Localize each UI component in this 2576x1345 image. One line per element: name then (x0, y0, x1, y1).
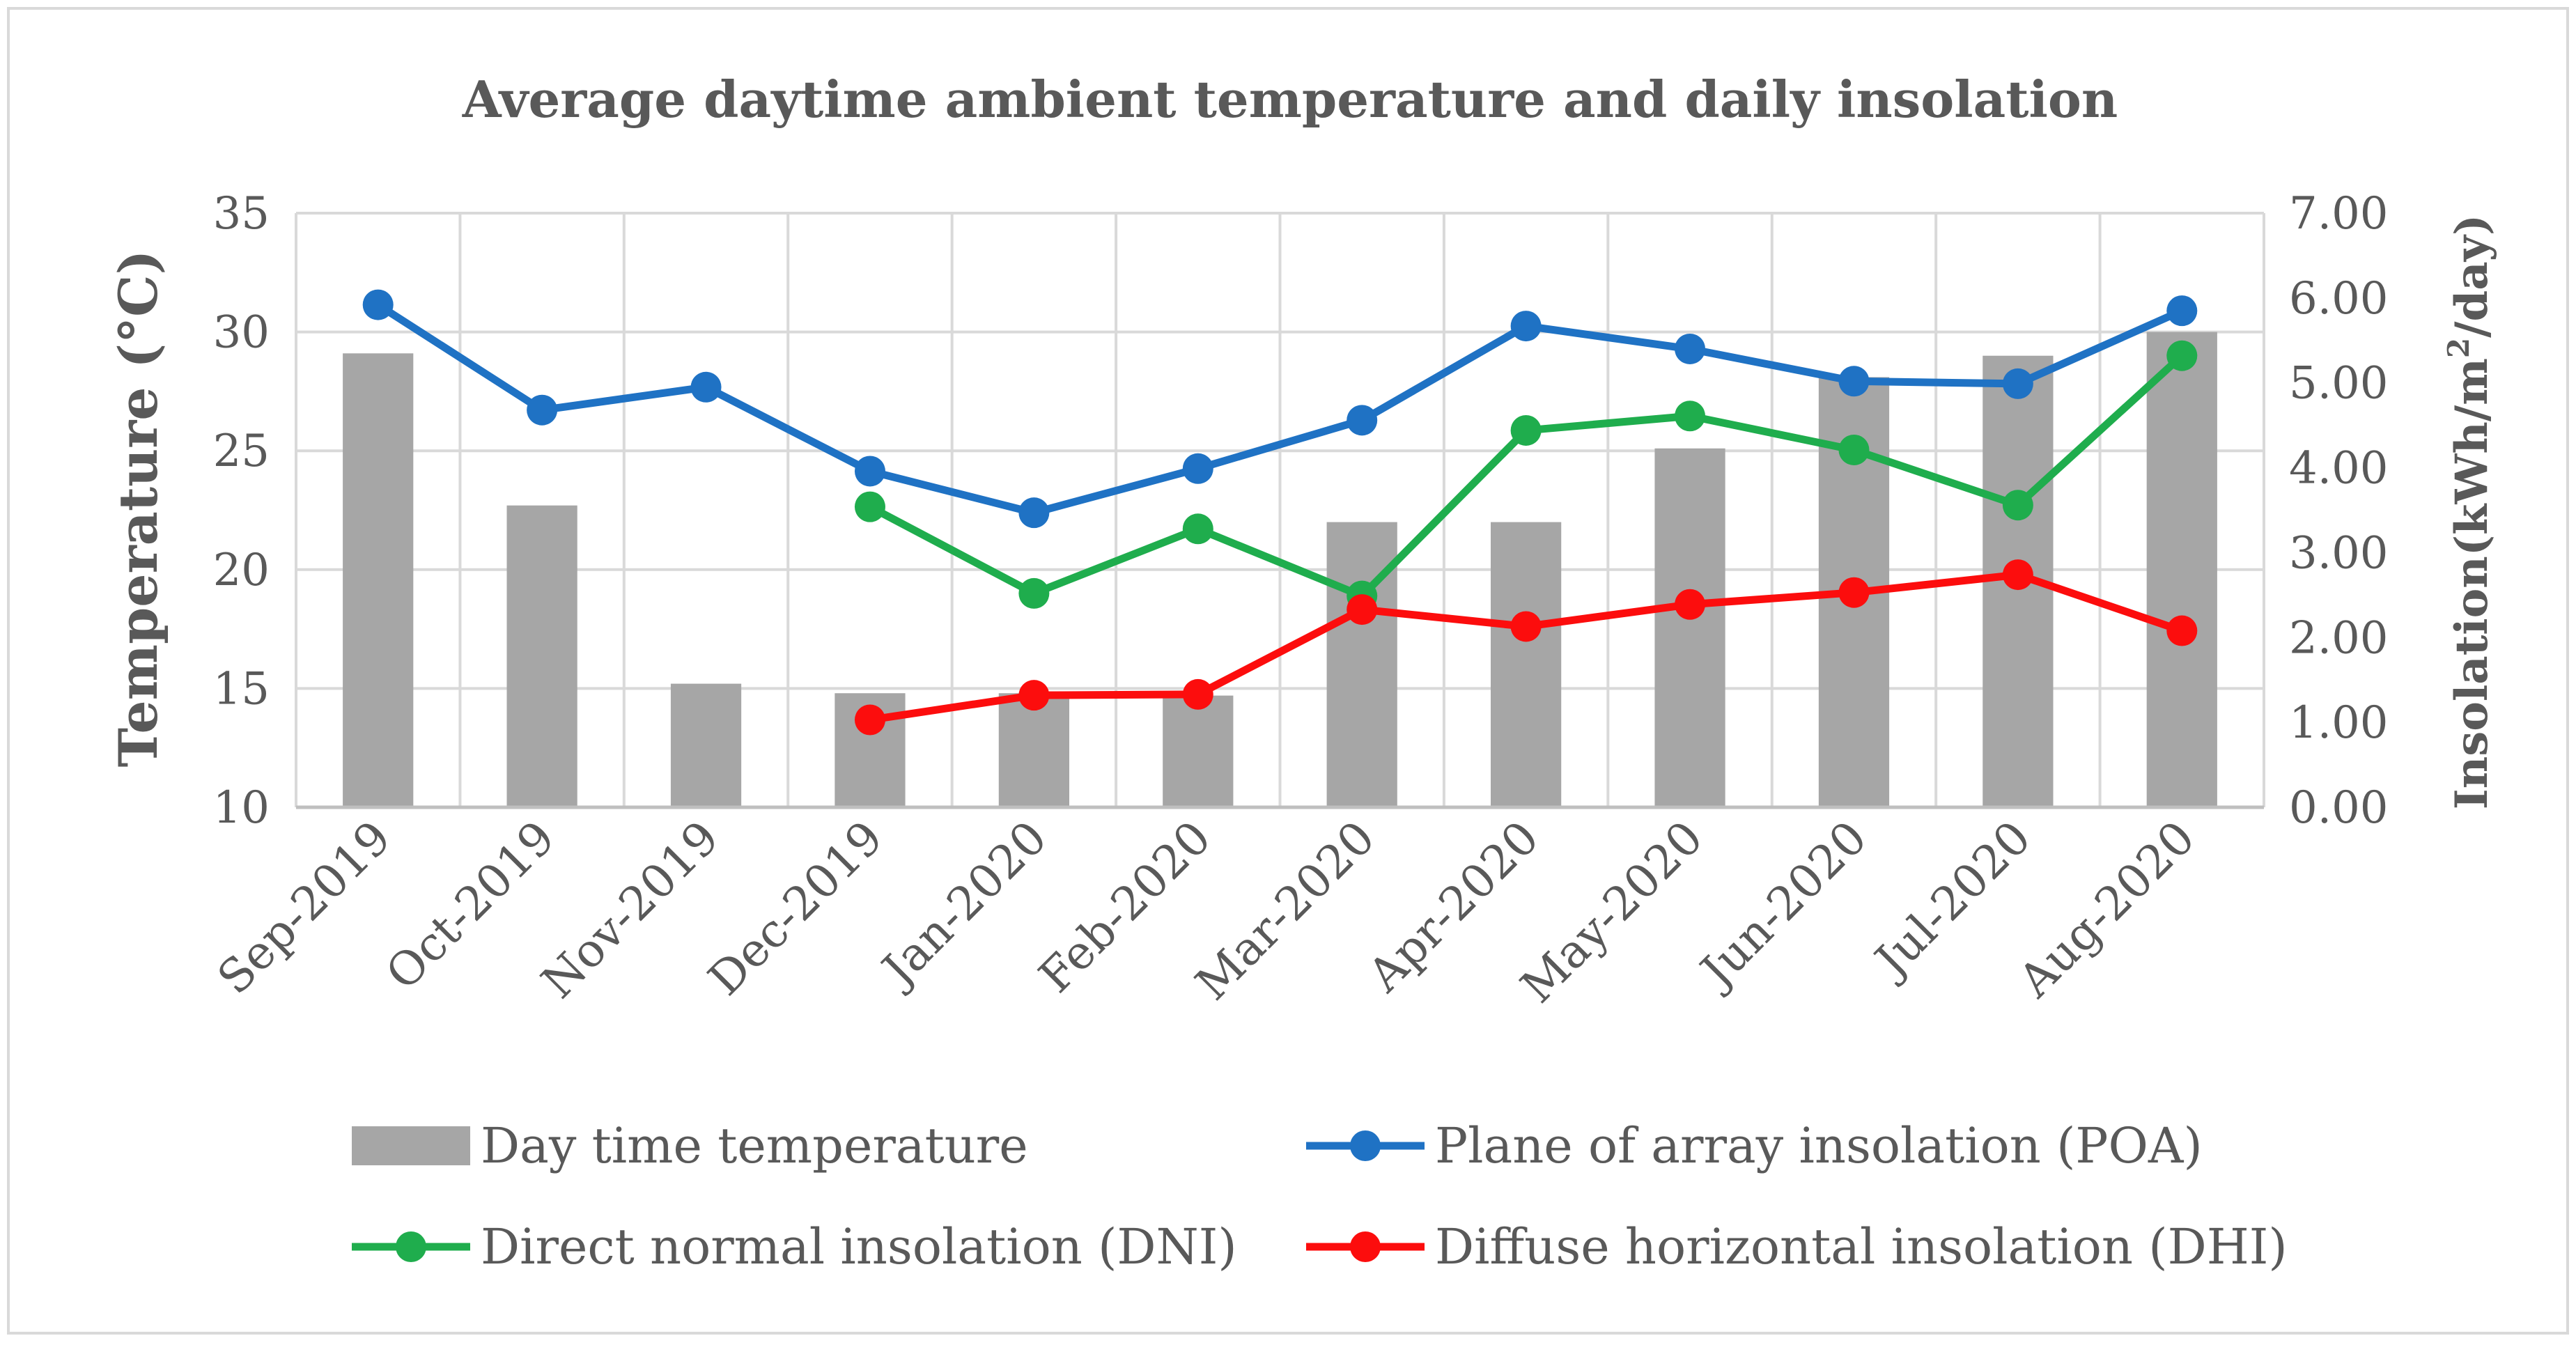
series-point (1510, 414, 1542, 446)
series-point (1182, 678, 1213, 710)
series-point (1347, 594, 1378, 625)
left-axis-title: Temperature (°C) (107, 249, 169, 767)
series-point (1182, 513, 1213, 545)
series-point (2002, 559, 2033, 591)
left-tick-label: 30 (213, 307, 270, 359)
right-axis-title-main: Insolation(kWh/m (2446, 358, 2498, 809)
left-tick-label: 25 (213, 426, 270, 477)
series-point (1018, 577, 1050, 609)
legend-label: Direct normal insolation (DNI) (481, 1218, 1237, 1275)
series-point (1838, 434, 1870, 465)
right-tick-label: 5.00 (2289, 358, 2389, 410)
temperature-bar (998, 693, 1069, 807)
series-point (2002, 368, 2033, 399)
temperature-bar (506, 505, 577, 807)
chart-title: Average daytime ambient temperature and … (462, 70, 2118, 129)
temperature-bar (343, 353, 414, 808)
legend-label: Plane of array insolation (POA) (1435, 1117, 2203, 1174)
right-tick-label: 2.00 (2289, 612, 2389, 664)
series-line (375, 301, 2184, 517)
line-series (362, 289, 2198, 736)
right-axis-title-sup: 2 (2442, 338, 2476, 358)
right-tick-label: 0.00 (2289, 782, 2389, 834)
series-point (1510, 611, 1542, 642)
temperature-bar (2146, 332, 2217, 808)
right-tick-label: 6.00 (2289, 273, 2389, 325)
series-point (362, 289, 394, 320)
series-point (527, 394, 558, 426)
series-point (2166, 295, 2198, 327)
series-point (1347, 405, 1378, 436)
series-point (1675, 589, 1706, 620)
series-point (690, 371, 722, 403)
legend-swatch (352, 1126, 470, 1165)
right-tick-label: 1.00 (2289, 697, 2389, 749)
series-point (2002, 490, 2033, 521)
chart-frame (7, 7, 2569, 1335)
series-point (854, 456, 885, 487)
series-point (1675, 333, 1706, 364)
left-tick-label: 35 (213, 188, 270, 240)
series-point (1838, 366, 1870, 397)
legend-swatch-marker (396, 1231, 426, 1262)
series-point (1182, 453, 1213, 484)
right-axis-title: Insolation(kWh/m2/day) (2442, 215, 2498, 809)
series-point (1018, 497, 1050, 529)
right-tick-label: 4.00 (2289, 443, 2389, 495)
left-tick-label: 10 (213, 782, 270, 834)
temperature-bar (1326, 522, 1397, 807)
series-point (1018, 680, 1050, 711)
legend-label: Day time temperature (481, 1117, 1028, 1174)
series-point (2166, 615, 2198, 646)
gridlines (295, 212, 2265, 807)
series-point (1675, 401, 1706, 432)
right-tick-label: 7.00 (2289, 188, 2389, 240)
series-point (1838, 577, 1870, 608)
temperature-bar (1654, 448, 1725, 807)
legend-label: Diffuse horizontal insolation (DHI) (1435, 1218, 2288, 1275)
left-tick-label: 20 (213, 545, 270, 596)
legend-swatch-marker (1350, 1231, 1381, 1262)
temperature-bar (670, 683, 742, 807)
series-point (1510, 311, 1542, 342)
right-tick-label: 3.00 (2289, 527, 2389, 579)
series-point (2166, 340, 2198, 371)
legend: Day time temperature Plane of array insol… (352, 1117, 2288, 1275)
series-point (854, 704, 885, 736)
right-axis-title-end: /day) (2446, 215, 2498, 338)
temperature-bar (1491, 522, 1562, 807)
left-tick-label: 15 (213, 663, 270, 715)
legend-swatch-marker (1350, 1130, 1381, 1161)
temperature-bar (1163, 695, 1234, 807)
series-point (854, 491, 885, 522)
